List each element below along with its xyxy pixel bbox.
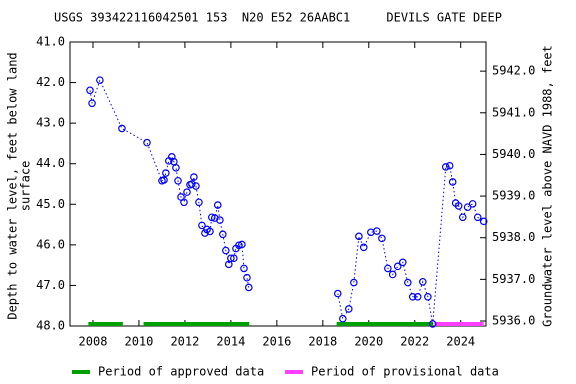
period-bar [434,322,484,326]
data-point [339,314,347,323]
data-point [198,221,206,230]
data-point [359,243,368,252]
x-tick-label: 2016 [262,335,291,349]
legend-label: Period of approved data [98,365,264,379]
data-point [393,262,402,271]
y2-tick-label: 5941.0 [492,105,535,119]
y2-tick-label: 5942.0 [492,64,535,78]
y-axis-label: surface [19,161,33,212]
data-point [208,213,216,222]
y-axis-label: Depth to water level, feet below land [6,52,20,319]
data-point [192,182,200,190]
data-point [344,305,353,313]
data-point [213,201,222,209]
x-tick-label: 2010 [124,335,153,349]
series-line [89,78,484,325]
data-point [195,198,203,207]
data-point [88,99,96,108]
y2-tick-label: 5938.0 [492,230,535,244]
y-tick-label: 42.0 [36,75,65,89]
period-bar [143,322,250,326]
data-point [441,163,450,171]
x-tick-label: 2008 [79,335,108,349]
x-tick-label: 2012 [170,335,199,349]
data-point [190,173,198,181]
legend-label: Period of provisional data [311,365,499,379]
data-point [206,227,214,236]
y-tick-label: 47.0 [36,278,65,292]
data-point [428,320,437,328]
data-point [183,188,191,196]
data-point [245,283,253,292]
data-point [172,163,180,172]
y2-tick-label: 5940.0 [492,147,535,161]
data-point [238,240,246,249]
data-point [479,217,488,226]
chart-title: USGS 393422116042501 153 N20 E52 26AABC1… [54,11,502,25]
data-point [333,289,342,298]
x-tick-label: 2020 [354,335,383,349]
data-point [350,278,358,287]
data-point [404,278,412,287]
data-point [408,292,417,301]
data-point [243,273,251,282]
data-point [424,292,432,301]
x-tick-label: 2014 [216,335,245,349]
plot-frame [69,41,487,327]
data-point [448,178,457,186]
data-point [174,176,182,185]
data-point [458,213,467,222]
data-point [210,214,219,222]
y-tick-label: 43.0 [36,116,65,130]
data-point [230,254,238,263]
data-point [219,230,227,239]
y-tick-label: 44.0 [36,156,65,170]
y-tick-label: 48.0 [36,319,65,333]
data-point [168,153,176,161]
data-point [373,227,381,235]
data-point [388,270,397,279]
data-point [355,232,363,241]
data-point [143,138,151,147]
x-tick-label: 2024 [446,335,475,349]
y-tick-label: 41.0 [36,35,65,49]
period-bar [336,322,434,326]
data-point [468,200,477,208]
data-point [378,234,386,243]
data-point [413,292,422,301]
y2-axis-label: Groundwater level above NAVD 1988, feet [541,45,555,327]
data-point [222,246,230,255]
data-point [240,264,248,273]
data-point [227,254,235,263]
data-point [384,264,392,273]
x-tick-label: 2022 [400,335,429,349]
data-point [473,213,482,222]
data-point [216,216,224,224]
data-point [180,198,188,207]
x-tick-label: 2018 [308,335,337,349]
data-point [96,76,104,84]
data-point [118,124,126,133]
data-point [160,176,168,184]
data-point [235,241,243,250]
period-bar [88,322,123,326]
y-tick-label: 45.0 [36,197,65,211]
y2-tick-label: 5937.0 [492,272,535,286]
y2-tick-label: 5936.0 [492,314,535,328]
data-point [201,229,209,237]
data-point [398,258,407,267]
y2-tick-label: 5939.0 [492,189,535,203]
data-point [188,180,196,188]
data-point [445,161,454,170]
data-point [162,169,170,177]
data-point [418,277,427,286]
data-point [86,86,94,95]
y-tick-label: 46.0 [36,237,65,251]
data-point [454,202,463,210]
